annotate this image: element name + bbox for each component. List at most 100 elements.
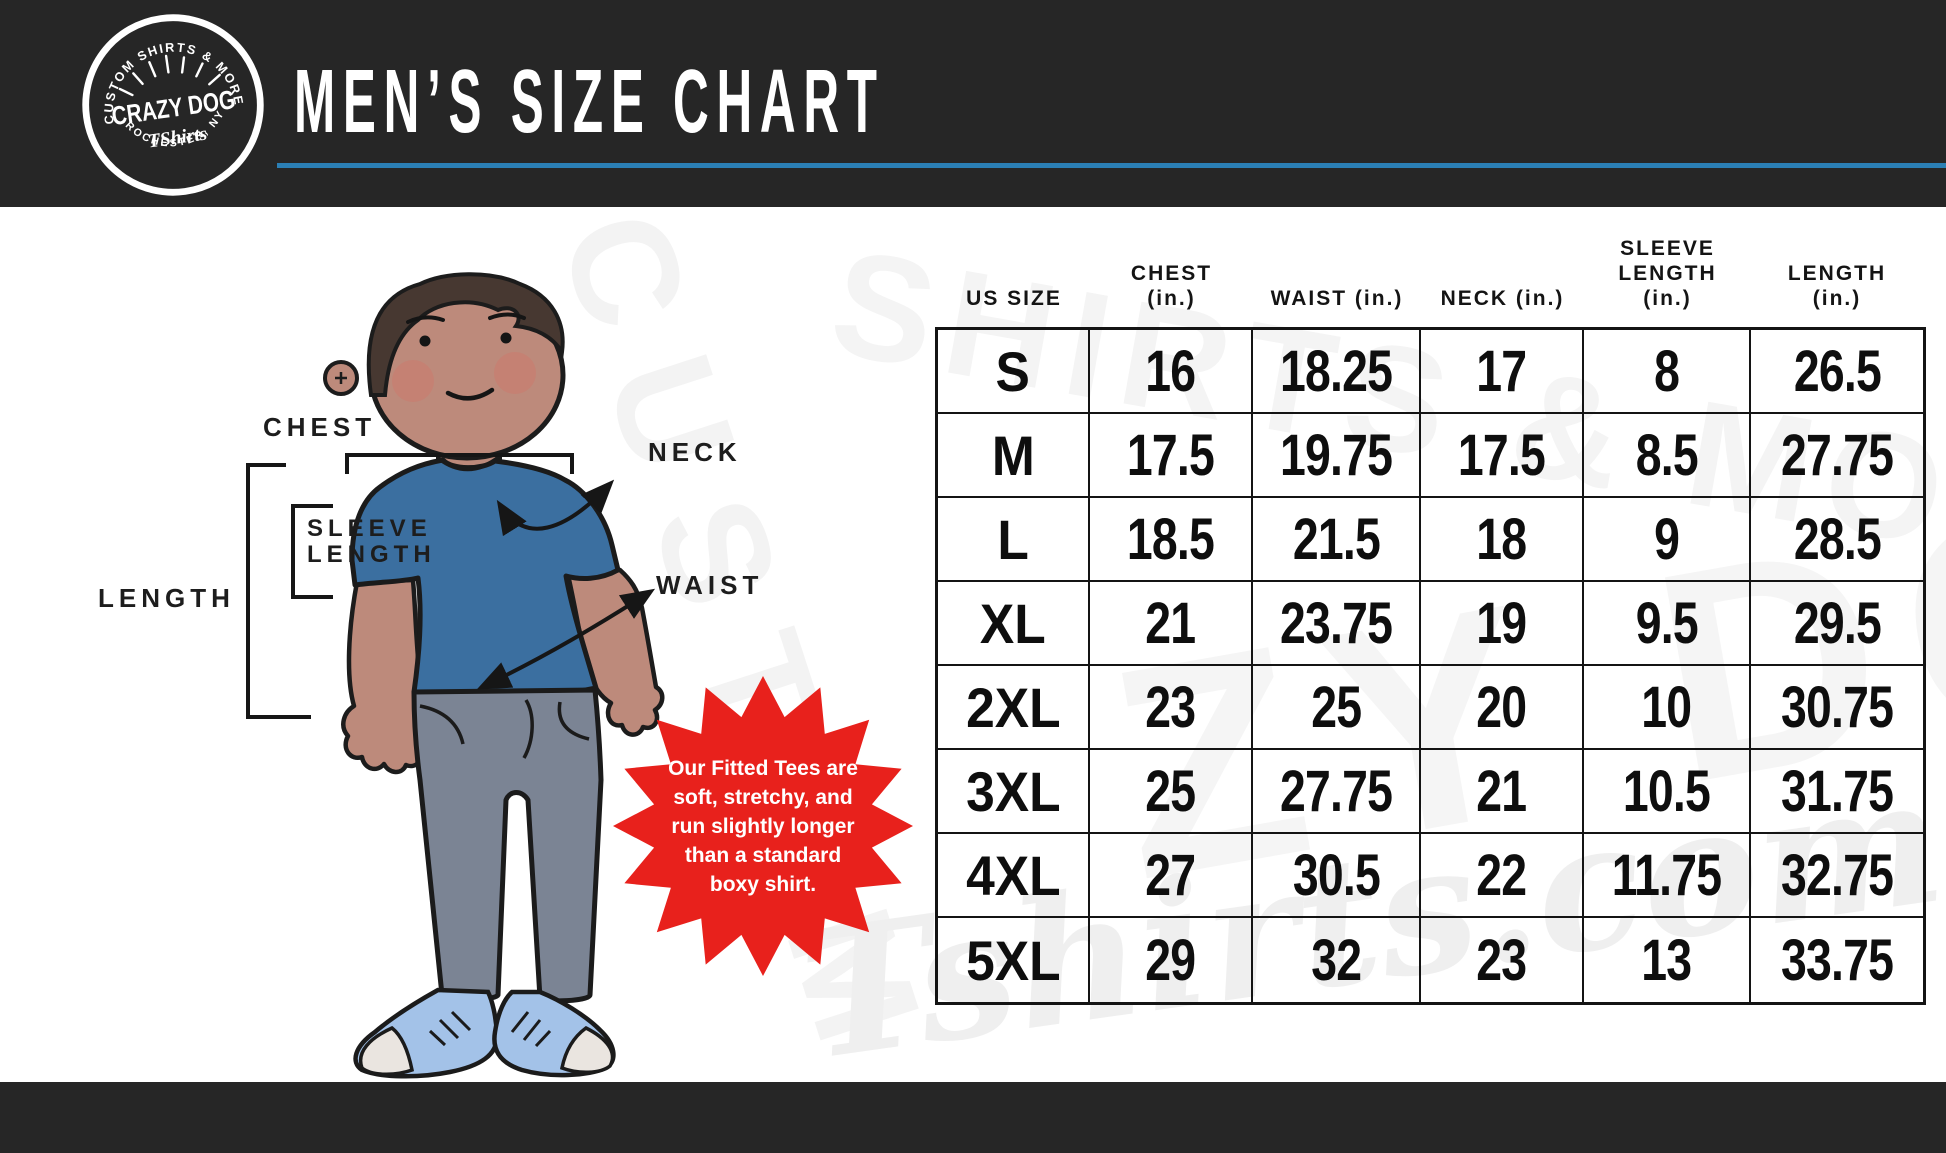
cell-chest: 27 bbox=[1090, 834, 1253, 918]
column-header-neck: NECK (in.) bbox=[1440, 287, 1565, 310]
callout-text: Our Fitted Tees are soft, stretchy, and … bbox=[668, 754, 858, 899]
boy-illustration bbox=[323, 272, 665, 1079]
cell-length: 26.5 bbox=[1751, 330, 1923, 414]
cell-chest: 17.5 bbox=[1090, 414, 1253, 498]
main-content: CUSTOM SHIRTS & MORE ZY DO Tshirts.com bbox=[0, 207, 1946, 1082]
cell-neck: 20 bbox=[1421, 666, 1584, 750]
cell-length: 28.5 bbox=[1751, 498, 1923, 582]
cheek-left bbox=[392, 360, 434, 402]
cell-waist: 27.75 bbox=[1253, 750, 1421, 834]
length-bracket bbox=[246, 463, 311, 719]
cell-size: L bbox=[938, 498, 1090, 582]
size-table: US SIZE CHEST (in.) WAIST (in.) NECK (in… bbox=[935, 218, 1926, 1005]
cell-size: XL bbox=[938, 582, 1090, 666]
cell-sleeve: 9 bbox=[1584, 498, 1751, 582]
cell-neck: 21 bbox=[1421, 750, 1584, 834]
crazy-dog-logo: CUSTOM SHIRTS & MORE ROCHESTER, NY CRAZY… bbox=[82, 14, 264, 196]
cell-neck: 22 bbox=[1421, 834, 1584, 918]
column-header-waist: WAIST (in.) bbox=[1270, 287, 1404, 310]
callout-line: boxy shirt. bbox=[709, 872, 817, 896]
cell-waist: 23.75 bbox=[1253, 582, 1421, 666]
cell-chest: 16 bbox=[1090, 330, 1253, 414]
table-row-4xl: 4XL 27 30.5 22 11.75 32.75 bbox=[938, 834, 1923, 918]
table-row-l: L 18.5 21.5 18 9 28.5 bbox=[938, 498, 1923, 582]
cell-size: 5XL bbox=[938, 918, 1090, 1002]
table-row-2xl: 2XL 23 25 20 10 30.75 bbox=[938, 666, 1923, 750]
cell-chest: 21 bbox=[1090, 582, 1253, 666]
sleeve-length-label: SLEEVE LENGTH bbox=[307, 516, 436, 568]
logo-script-text: TShirts bbox=[147, 123, 209, 152]
table-row-xl: XL 21 23.75 19 9.5 29.5 bbox=[938, 582, 1923, 666]
cell-size: M bbox=[938, 414, 1090, 498]
cell-length: 30.75 bbox=[1751, 666, 1923, 750]
table-row-5xl: 5XL 29 32 23 13 33.75 bbox=[938, 918, 1923, 1002]
measurement-figure-illustration bbox=[246, 272, 665, 1079]
size-table-grid: S 16 18.25 17 8 26.5 M 17.5 19.75 17.5 8… bbox=[935, 327, 1926, 1005]
neck-label: NECK bbox=[648, 437, 742, 467]
cell-waist: 21.5 bbox=[1253, 498, 1421, 582]
measurement-arrows bbox=[476, 479, 656, 690]
measurement-brackets bbox=[246, 453, 574, 719]
cell-waist: 30.5 bbox=[1253, 834, 1421, 918]
cell-waist: 19.75 bbox=[1253, 414, 1421, 498]
waist-label: WAIST bbox=[656, 570, 764, 600]
table-row-m: M 17.5 19.75 17.5 8.5 27.75 bbox=[938, 414, 1923, 498]
cell-length: 31.75 bbox=[1751, 750, 1923, 834]
column-header-sleeve-length: SLEEVE LENGTH (in.) bbox=[1618, 237, 1717, 310]
cheek-right bbox=[494, 352, 536, 394]
header-bar: CUSTOM SHIRTS & MORE ROCHESTER, NY CRAZY… bbox=[0, 0, 1946, 207]
cell-chest: 25 bbox=[1090, 750, 1253, 834]
cell-length: 33.75 bbox=[1780, 927, 1894, 993]
cell-size: S bbox=[938, 330, 1090, 414]
sleeve-length-bracket bbox=[291, 504, 333, 599]
cell-waist: 18.25 bbox=[1253, 330, 1421, 414]
footer-bar bbox=[0, 1082, 1946, 1153]
cell-sleeve: 10.5 bbox=[1584, 750, 1751, 834]
column-header-chest: CHEST (in.) bbox=[1130, 262, 1213, 310]
fitted-tees-callout-badge: Our Fitted Tees are soft, stretchy, and … bbox=[613, 676, 913, 976]
sleeve-label-line1: SLEEVE bbox=[307, 515, 432, 542]
cell-chest: 18.5 bbox=[1090, 498, 1253, 582]
logo-sunburst-icon bbox=[118, 54, 221, 97]
cell-neck: 17 bbox=[1421, 330, 1584, 414]
cell-neck: 17.5 bbox=[1421, 414, 1584, 498]
cell-sleeve: 8 bbox=[1584, 330, 1751, 414]
cell-sleeve: 8.5 bbox=[1584, 414, 1751, 498]
sleeve-label-line2: LENGTH bbox=[307, 541, 436, 568]
waist-arrow bbox=[476, 588, 656, 690]
cell-length: 32.75 bbox=[1751, 834, 1923, 918]
callout-line: soft, stretchy, and bbox=[673, 785, 853, 809]
cell-sleeve: 10 bbox=[1584, 666, 1751, 750]
cell-chest: 29 bbox=[1090, 918, 1253, 1002]
chest-label: CHEST bbox=[263, 412, 377, 442]
pants bbox=[411, 687, 604, 1004]
cell-neck: 19 bbox=[1421, 582, 1584, 666]
smile bbox=[445, 387, 495, 401]
cell-size: 4XL bbox=[938, 834, 1090, 918]
logo-ring bbox=[82, 14, 264, 196]
cell-waist: 32 bbox=[1253, 918, 1421, 1002]
cell-waist: 25 bbox=[1253, 666, 1421, 750]
cell-size: 3XL bbox=[938, 750, 1090, 834]
cell-length: 27.75 bbox=[1751, 414, 1923, 498]
cell-length: 29.5 bbox=[1751, 582, 1923, 666]
chest-bracket bbox=[345, 453, 574, 474]
cell-size: 2XL bbox=[938, 666, 1090, 750]
table-row-s: S 16 18.25 17 8 26.5 bbox=[938, 330, 1923, 414]
cell-sleeve: 9.5 bbox=[1584, 582, 1751, 666]
cell-neck: 23 bbox=[1421, 918, 1584, 1002]
page-title: MEN’S SIZE CHART bbox=[294, 52, 885, 152]
title-underline bbox=[277, 163, 1946, 168]
size-table-header-row: US SIZE CHEST (in.) WAIST (in.) NECK (in… bbox=[935, 218, 1926, 327]
callout-line: run slightly longer bbox=[671, 814, 855, 838]
column-header-us-size: US SIZE bbox=[966, 287, 1062, 310]
callout-line: than a standard bbox=[684, 843, 842, 867]
cell-sleeve: 13 bbox=[1584, 918, 1751, 1002]
cell-chest: 23 bbox=[1090, 666, 1253, 750]
collar bbox=[436, 455, 501, 472]
neck-arrow bbox=[496, 479, 615, 537]
cell-neck: 18 bbox=[1421, 498, 1584, 582]
callout-line: Our Fitted Tees are bbox=[668, 756, 858, 780]
table-row-3xl: 3XL 25 27.75 21 10.5 31.75 bbox=[938, 750, 1923, 834]
